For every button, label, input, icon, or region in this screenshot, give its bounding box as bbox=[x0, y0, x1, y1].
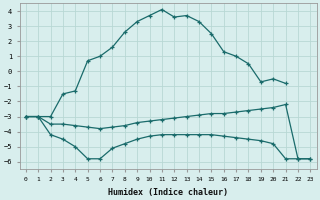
X-axis label: Humidex (Indice chaleur): Humidex (Indice chaleur) bbox=[108, 188, 228, 197]
